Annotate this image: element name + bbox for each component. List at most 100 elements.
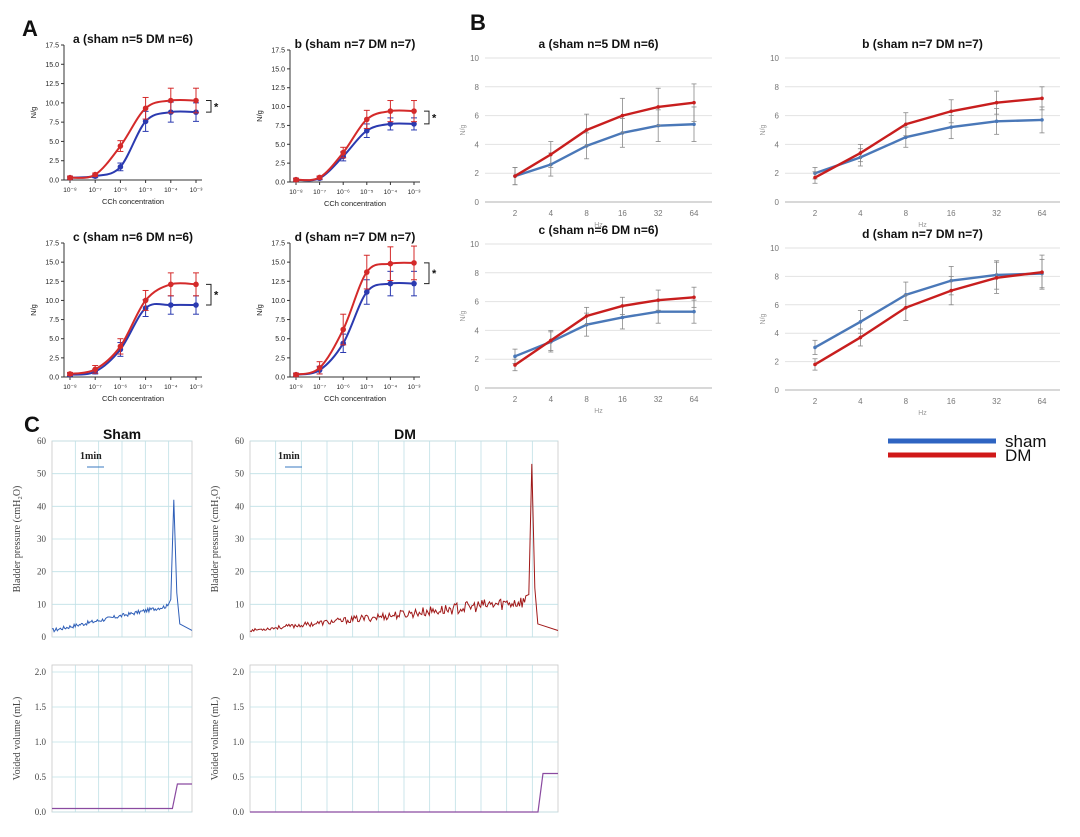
data-point-sham: [904, 135, 908, 139]
chart-title: c (sham n=6 DM n=6): [538, 223, 658, 237]
y-tick-label: 5.0: [49, 139, 59, 146]
data-point-dm: [620, 304, 625, 308]
y-axis-label: N/g: [29, 304, 38, 316]
panelC-sham: Sham 0 10 20 30 40 50 60 Bladder pressure (cmH₂O…: [12, 426, 193, 817]
y-tick-label: 0.0: [275, 180, 285, 187]
x-tick-label: 10⁻⁵: [139, 187, 153, 194]
data-point-dm: [142, 297, 149, 304]
x-tick-label: 16: [947, 397, 956, 406]
y-axis-label: N/g: [255, 304, 264, 316]
x-tick-label: 10⁻⁶: [114, 384, 128, 391]
data-point-sham: [858, 320, 863, 324]
x-tick-label: 64: [1038, 209, 1047, 218]
x-tick-label: 10⁻⁷: [89, 187, 103, 194]
x-tick-label: 10⁻⁴: [384, 189, 398, 196]
y-axis-label: N/g: [460, 310, 467, 321]
voided-volume-trace: [250, 772, 558, 813]
y-tick-label: 0.0: [49, 178, 59, 185]
series-line-sham: [514, 123, 695, 178]
significance-mark: *: [432, 268, 437, 280]
series-line-sham: [814, 118, 1043, 175]
data-point-dm: [1040, 270, 1044, 274]
y-tick-label: 0.0: [233, 807, 245, 817]
panelC-dm: DM 0 10 20 30 40 50 60 Bladder pressure (cmH₂O) 1…: [210, 426, 559, 817]
x-tick-label: 10⁻⁶: [337, 189, 351, 196]
y-tick-label: 8: [475, 269, 480, 278]
data-point-sham: [813, 345, 817, 350]
data-point-dm: [949, 288, 953, 293]
y-tick-label: 40: [37, 501, 47, 511]
data-point-dm: [513, 174, 517, 178]
y-tick-label: 10.0: [45, 298, 59, 305]
series-line-sham: [69, 110, 197, 179]
data-point-dm: [858, 151, 863, 155]
panelB-chart-d: 0 2 4 6 8 10 2 4 8 16 32 64 Hz N/g d (sham n=7 DM n=7): [760, 227, 1060, 417]
significance-mark: *: [214, 101, 219, 113]
data-point-dm: [858, 335, 863, 340]
chart-title: b (sham n=7 DM n=7): [295, 37, 416, 51]
y-axis-label: Bladder pressure (cmH₂O): [210, 486, 221, 593]
y-axis-label: N/g: [29, 107, 38, 119]
y-tick-label: 30: [235, 534, 245, 544]
y-tick-label: 20: [235, 567, 245, 577]
y-tick-label: 8: [475, 83, 480, 92]
data-point-dm: [293, 176, 299, 183]
series-line-dm: [514, 101, 695, 178]
x-tick-label: 32: [992, 397, 1001, 406]
y-tick-label: 6: [475, 112, 480, 121]
y-axis-label: N/g: [760, 313, 767, 324]
chart-title: d (sham n=7 DM n=7): [295, 230, 416, 244]
x-axis-label: CCh concentration: [324, 199, 386, 208]
data-point-dm: [316, 365, 323, 371]
x-axis-label: CCh concentration: [102, 197, 164, 206]
y-tick-label: 6: [775, 112, 780, 121]
y-tick-label: 0.5: [233, 772, 245, 782]
chart-title: d (sham n=7 DM n=7): [862, 227, 983, 241]
data-point-dm: [692, 295, 696, 300]
y-tick-label: 2.5: [275, 355, 285, 362]
x-tick-label: 4: [549, 209, 554, 218]
x-tick-label: 10⁻⁸: [63, 187, 77, 194]
panelA-chart-b: 0.0 2.5 5.0 7.5 10.0 12.5 15.0 17.5 10⁻⁸ 10⁻⁷ 10⁻⁶…: [255, 37, 437, 208]
data-point-dm: [168, 97, 174, 104]
data-point-dm: [193, 281, 199, 288]
y-tick-label: 7.5: [275, 123, 285, 130]
data-point-dm: [316, 174, 323, 181]
panel-letter-c: C: [24, 412, 40, 437]
y-tick-label: 17.5: [271, 48, 285, 55]
y-tick-label: 50: [235, 469, 245, 479]
x-tick-label: 10⁻³: [190, 187, 204, 194]
significance-bracket: [206, 283, 212, 306]
x-tick-label: 2: [813, 209, 818, 218]
x-tick-label: 16: [618, 395, 627, 404]
y-tick-label: 2: [475, 355, 480, 364]
y-tick-label: 7.5: [275, 317, 285, 324]
y-tick-label: 1.5: [35, 702, 47, 712]
x-tick-label: 10⁻⁸: [289, 384, 303, 391]
y-tick-label: 0: [475, 384, 480, 393]
panelA-chart-a: 0.0 2.5 5.0 7.5 10.0 12.5 15.0 17.5 10⁻⁸ 10⁻⁷ 10⁻⁶…: [29, 32, 219, 206]
data-point-sham: [1040, 118, 1044, 122]
y-tick-label: 50: [37, 469, 47, 479]
y-tick-label: 10.0: [45, 100, 59, 107]
scale-bar-label: 1min: [80, 451, 102, 462]
data-point-dm: [293, 371, 299, 378]
x-tick-label: 4: [549, 395, 554, 404]
data-point-sham: [411, 280, 417, 287]
y-tick-label: 10: [235, 599, 245, 609]
panelA-chart-c: 0.0 2.5 5.0 7.5 10.0 12.5 15.0 17.5 10⁻⁸ 10⁻⁷ 10⁻⁶…: [29, 230, 219, 403]
data-point-dm: [364, 116, 370, 123]
y-tick-label: 1.0: [233, 737, 245, 747]
chart-title: c (sham n=6 DM n=6): [73, 230, 193, 244]
data-point-sham: [387, 280, 394, 287]
data-point-dm: [584, 128, 589, 132]
y-tick-label: 10: [470, 240, 479, 249]
y-tick-label: 6: [775, 301, 780, 310]
x-tick-label: 16: [947, 209, 956, 218]
data-point-dm: [193, 97, 199, 104]
y-tick-label: 12.5: [45, 81, 59, 88]
legend-label-sham: sham: [1005, 432, 1047, 451]
y-tick-label: 12.5: [271, 279, 285, 286]
y-tick-label: 12.5: [271, 85, 285, 92]
voided-volume-trace: [52, 783, 192, 810]
